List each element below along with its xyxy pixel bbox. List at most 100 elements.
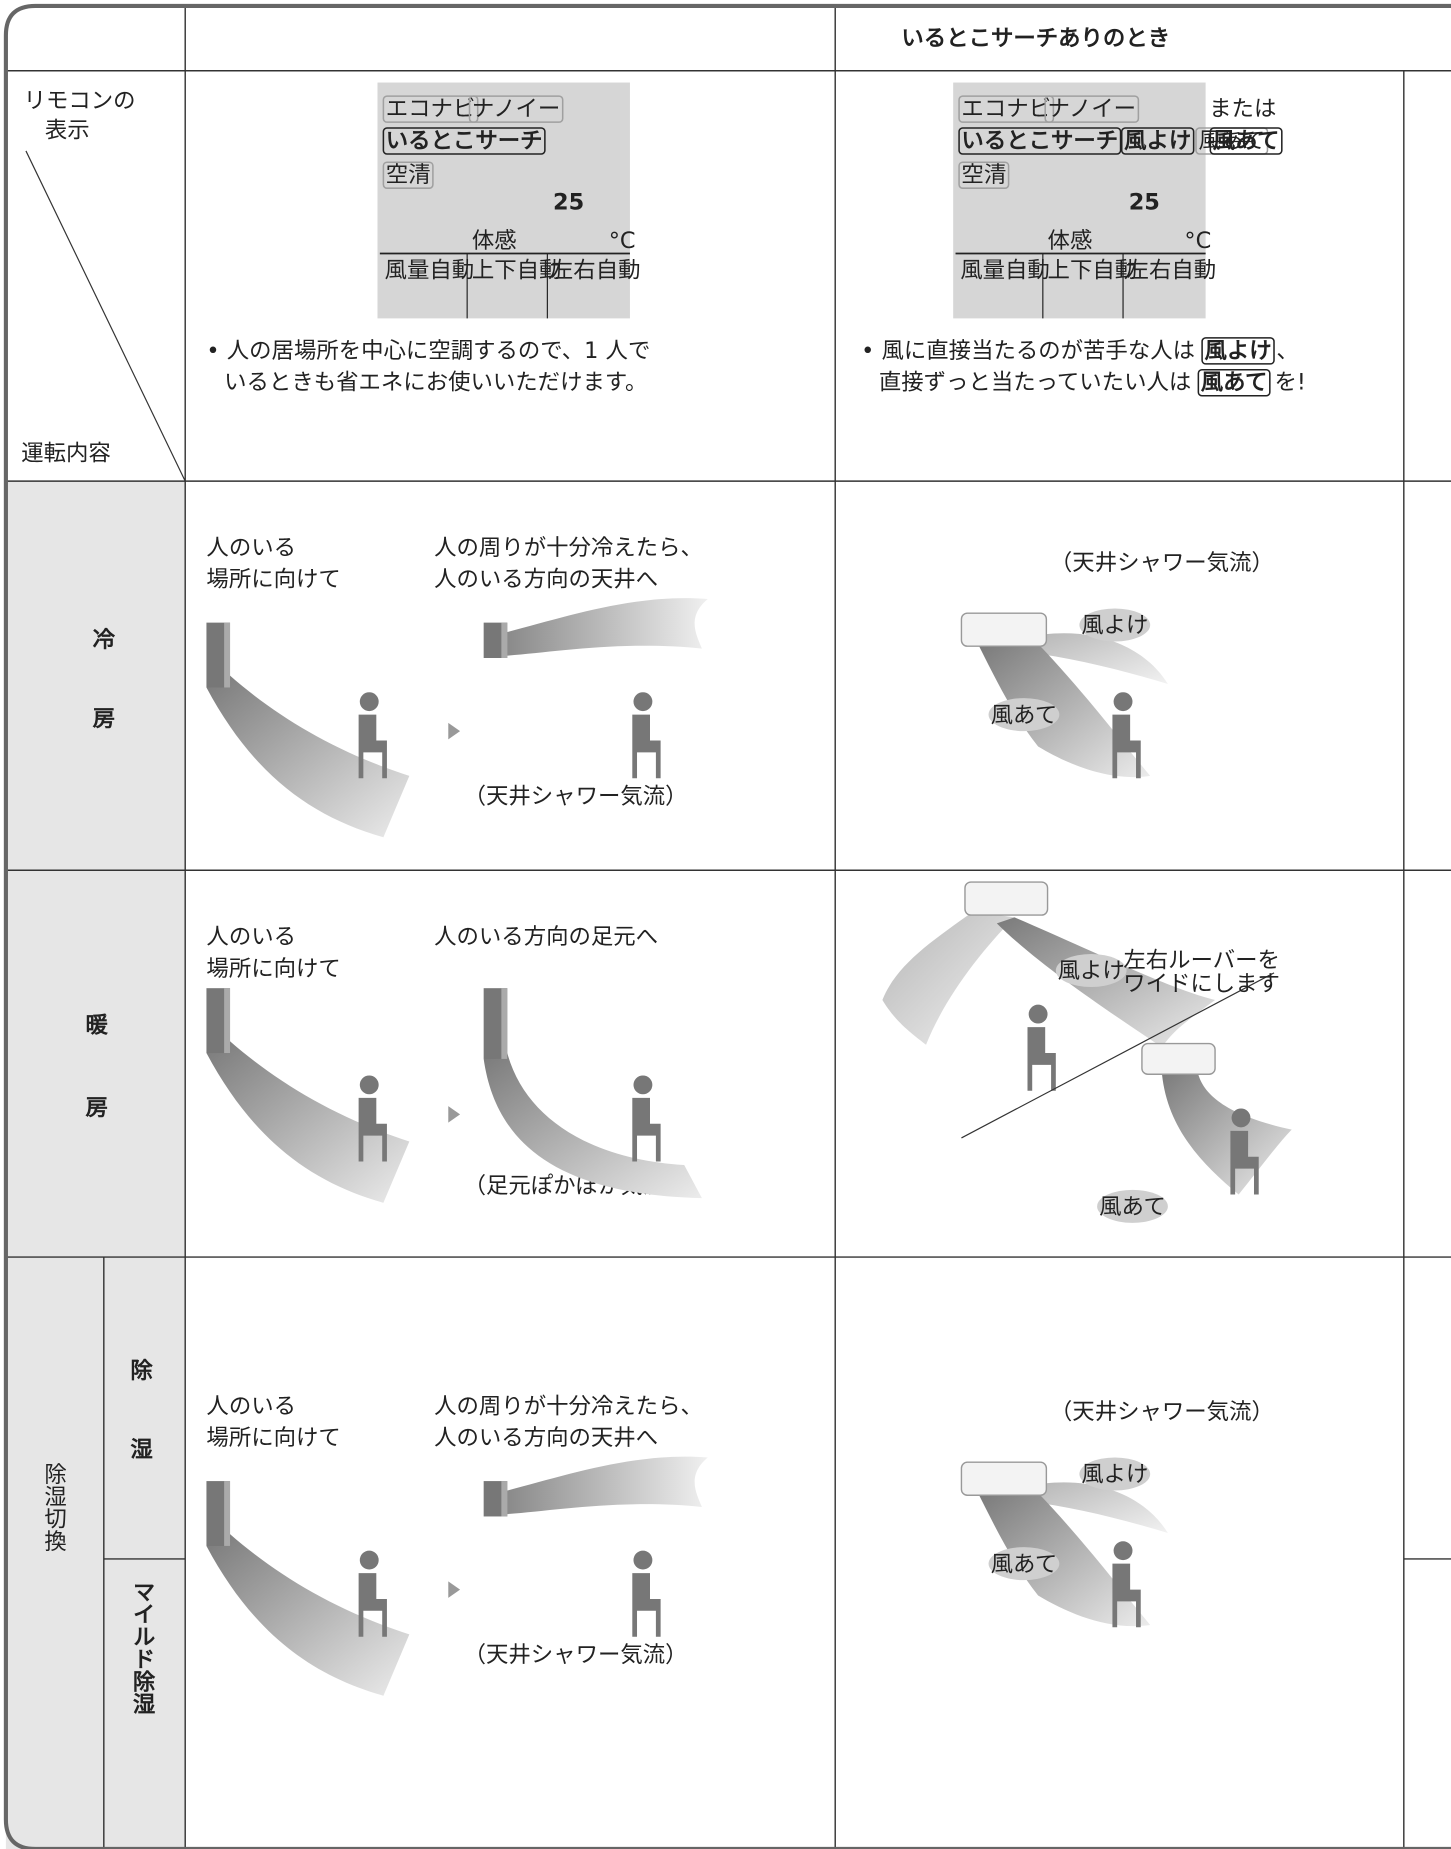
icon: エコナビ [386,96,476,122]
caption: 場所に向けて [206,567,340,593]
indoor-unit [501,622,508,658]
label-box [958,127,1122,155]
airflow [507,1456,708,1515]
icon: ナノイー [1048,96,1136,122]
caption: （天井シャワー気流） [464,1642,688,1668]
label-box [382,161,434,189]
person [633,692,653,712]
indoor-unit [224,988,231,1054]
bubble-label: 風よけ [1081,613,1148,639]
indoor-unit [224,1481,231,1546]
corner-label: 表示 [45,117,90,143]
airflow [979,643,1151,778]
bubble-label: 風あて [1099,1194,1166,1220]
bubble [1097,1189,1168,1223]
person [358,1573,387,1637]
bubble [988,698,1060,732]
airflow [1026,633,1168,684]
person [359,1550,379,1570]
person [1112,1563,1141,1628]
feel: 体感 [1048,228,1093,254]
airflow [483,1053,702,1199]
label-box [382,127,546,155]
icon: 風よけ [1124,128,1191,154]
mode: 左右自動 [551,258,641,284]
header-title: いるとこサーチありのとき [901,25,1170,51]
note: または [1209,96,1276,122]
caption: 人のいる [206,535,296,561]
person [359,692,379,712]
bubble [1055,953,1127,987]
person [1113,1541,1133,1561]
temperature: 25 [1129,189,1160,215]
bubble [1079,1457,1151,1491]
bubble-label: 風よけ [1058,958,1125,984]
description: • 人の居場所を中心に空調するので、1 人で [206,338,650,364]
row-label: マイルド除湿 [129,1580,155,1715]
person [1231,1108,1251,1128]
description: 、 [1276,338,1298,364]
person [1027,1027,1056,1091]
indoor-unit [960,1461,1048,1496]
label-box [1120,127,1195,155]
airflow [206,1041,410,1203]
mode: 風量自動 [960,258,1050,284]
outer-frame [3,3,1451,1849]
person [359,1075,379,1095]
person [1112,714,1141,779]
icon: いるとこサーチ [386,128,543,154]
row-label: 房 [92,706,115,732]
indoor-unit [964,881,1049,916]
airflow [882,911,1015,1045]
indoor-unit [501,988,508,1059]
person [1028,1004,1048,1024]
description: いるときも省エネにお使いいただけます。 [224,370,647,396]
arrow [448,722,461,740]
indoor-unit [501,1481,508,1517]
caption: （天井シャワー気流） [1050,550,1274,576]
caption: 場所に向けて [206,1425,340,1451]
bubble [988,1547,1060,1581]
unit: °C [1184,228,1211,254]
bubble-label: 風あて [991,702,1058,728]
indoor-unit [960,612,1048,647]
caption: 人のいる [206,1393,296,1419]
person [632,1573,661,1637]
caption: 人のいる [206,924,296,950]
airflow [1161,1070,1292,1195]
airflow [507,598,708,656]
caption: 人のいる方向の天井へ [434,567,658,593]
person [633,1075,653,1095]
description: を! [1275,370,1306,396]
airflow [979,1492,1151,1627]
mode: 風量自動 [385,258,475,284]
person [358,1097,387,1162]
bubble-label: 風あて [991,1551,1058,1577]
mode: 上下自動 [1048,258,1138,284]
icon: エコナビ [961,96,1051,122]
arrow [448,1581,461,1598]
label-box [958,161,1010,189]
description-key: 風あて [1201,370,1268,396]
person [358,714,387,779]
icon: いるとこサーチ [961,128,1118,154]
divider [961,972,1275,1139]
label-box [468,95,564,123]
icon: 空清 [961,162,1006,188]
person [632,1097,661,1162]
temperature: 25 [553,189,584,215]
description: • 風に直接当たるのが苦手な人は [861,338,1195,364]
person [632,714,661,779]
indoor-unit [224,622,231,688]
mode: 上下自動 [472,258,562,284]
group-label: 除湿切換 [41,1462,67,1552]
label-box [1197,368,1271,397]
bubble [1079,608,1151,642]
caption: （天井シャワー気流） [1050,1399,1274,1425]
label-box [382,95,479,123]
corner-label: 運転内容 [21,440,111,466]
caption: 人の周りが十分冷えたら、 [434,535,703,561]
rule [25,150,186,482]
